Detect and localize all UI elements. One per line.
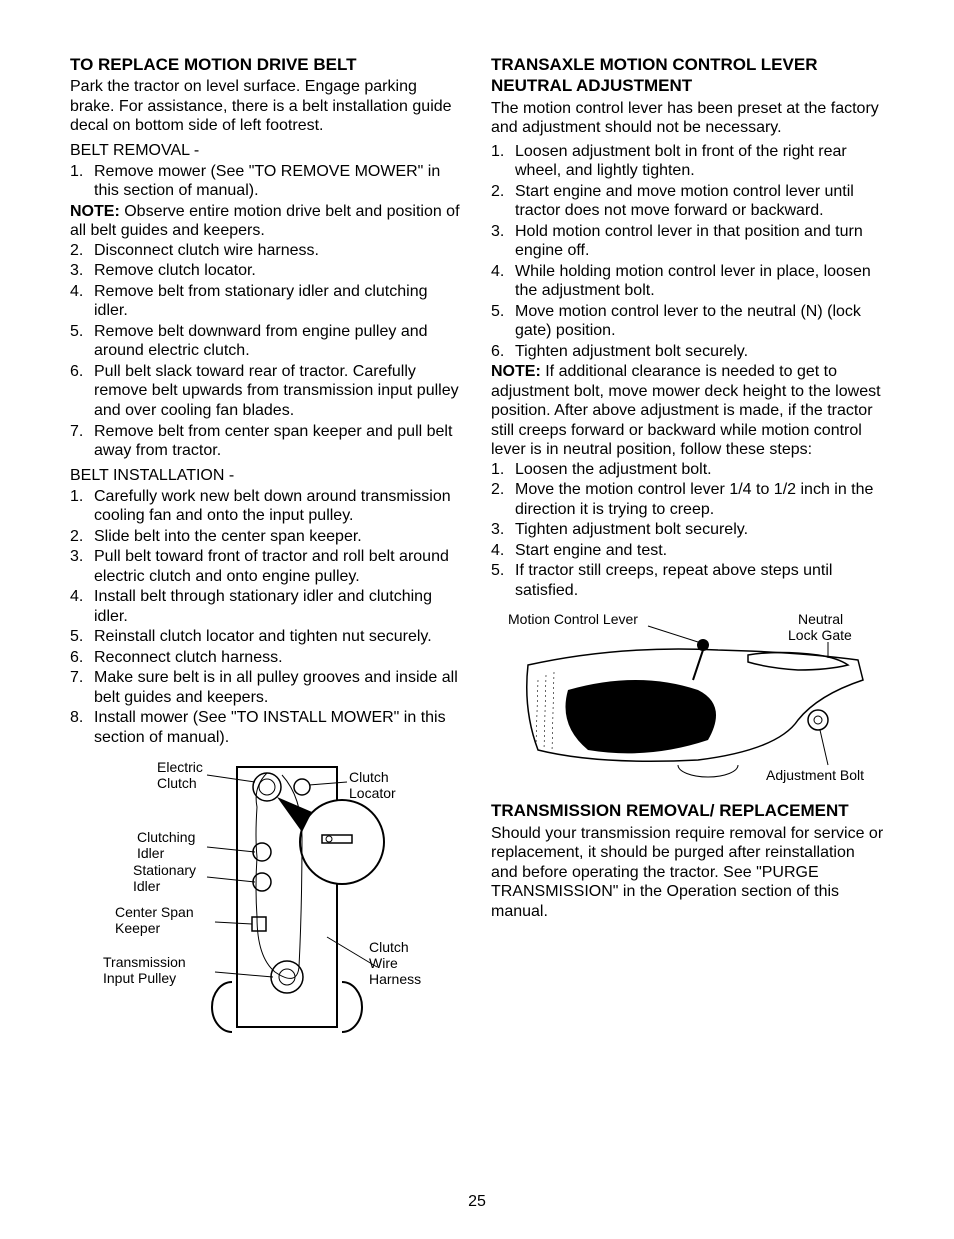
label-neutral-lock-gate: Neutral Lock Gate xyxy=(788,611,852,643)
list-item: 2.Move the motion control lever 1/4 to 1… xyxy=(491,480,884,519)
label-trans-input-pulley: Transmission Input Pulley xyxy=(103,954,190,986)
list-item: 4.Install belt through stationary idler … xyxy=(70,587,463,626)
heading-belt-removal: BELT REMOVAL - xyxy=(70,142,463,160)
heading-belt-install: BELT INSTALLATION - xyxy=(70,467,463,485)
right-column: TRANSAXLE MOTION CONTROL LEVER NEUTRAL A… xyxy=(491,54,884,1037)
list-adjust-primary: 1.Loosen adjustment bolt in front of the… xyxy=(491,142,884,362)
list-belt-removal-cont: 2.Disconnect clutch wire harness. 3.Remo… xyxy=(70,241,463,461)
para-replace-belt: Park the tractor on level surface. Engag… xyxy=(70,77,463,136)
para-transaxle: The motion control lever has been preset… xyxy=(491,99,884,138)
list-belt-removal: 1.Remove mower (See "TO REMOVE MOWER" in… xyxy=(70,162,463,201)
label-clutch-locator: Clutch Locator xyxy=(349,769,396,801)
list-item: 1.Carefully work new belt down around tr… xyxy=(70,487,463,526)
figure-belt-diagram: Electric Clutch Clutching Idler Stationa… xyxy=(70,757,463,1037)
list-item: 3.Hold motion control lever in that posi… xyxy=(491,222,884,261)
note-belt-removal: NOTE: Observe entire motion drive belt a… xyxy=(70,202,463,241)
list-item: 6.Tighten adjustment bolt securely. xyxy=(491,342,884,362)
heading-trans-removal: TRANSMISSION REMOVAL/ REPLACEMENT xyxy=(491,800,884,821)
list-item: 4.Remove belt from stationary idler and … xyxy=(70,282,463,321)
label-electric-clutch: Electric Clutch xyxy=(157,759,207,791)
label-clutch-wire-harness: Clutch Wire Harness xyxy=(369,939,421,987)
list-item: 3.Remove clutch locator. xyxy=(70,261,463,281)
heading-transaxle: TRANSAXLE MOTION CONTROL LEVER NEUTRAL A… xyxy=(491,54,884,97)
heading-replace-belt: TO REPLACE MOTION DRIVE BELT xyxy=(70,54,463,75)
list-item: 2.Slide belt into the center span keeper… xyxy=(70,527,463,547)
list-item: 2.Disconnect clutch wire harness. xyxy=(70,241,463,261)
label-clutching-idler: Clutching Idler xyxy=(137,829,199,861)
list-item: 1.Loosen adjustment bolt in front of the… xyxy=(491,142,884,181)
list-item: 5.Remove belt downward from engine pulle… xyxy=(70,322,463,361)
figure-lever-diagram: Motion Control Lever Neutral Lock Gate xyxy=(491,610,884,790)
para-trans-removal: Should your transmission require removal… xyxy=(491,824,884,922)
list-belt-install: 1.Carefully work new belt down around tr… xyxy=(70,487,463,748)
list-item: 2.Start engine and move motion control l… xyxy=(491,182,884,221)
list-item: 6.Reconnect clutch harness. xyxy=(70,648,463,668)
list-item: 7.Remove belt from center span keeper an… xyxy=(70,422,463,461)
list-item: 1.Remove mower (See "TO REMOVE MOWER" in… xyxy=(70,162,463,201)
label-stationary-idler: Stationary Idler xyxy=(133,862,200,894)
list-item: 7.Make sure belt is in all pulley groove… xyxy=(70,668,463,707)
label-motion-control-lever: Motion Control Lever xyxy=(508,611,638,627)
list-item: 5.Reinstall clutch locator and tighten n… xyxy=(70,627,463,647)
list-item: 3.Tighten adjustment bolt securely. xyxy=(491,520,884,540)
list-item: 5.If tractor still creeps, repeat above … xyxy=(491,561,884,600)
list-item: 8.Install mower (See "TO INSTALL MOWER" … xyxy=(70,708,463,747)
list-item: 5.Move motion control lever to the neutr… xyxy=(491,302,884,341)
label-adjustment-bolt: Adjustment Bolt xyxy=(766,767,864,783)
list-adjust-secondary: 1.Loosen the adjustment bolt. 2.Move the… xyxy=(491,460,884,601)
list-item: 4.While holding motion control lever in … xyxy=(491,262,884,301)
left-column: TO REPLACE MOTION DRIVE BELT Park the tr… xyxy=(70,54,463,1037)
page-number: 25 xyxy=(0,1193,954,1211)
label-center-span-keeper: Center Span Keeper xyxy=(115,904,198,936)
list-item: 6.Pull belt slack toward rear of tractor… xyxy=(70,362,463,421)
list-item: 4.Start engine and test. xyxy=(491,541,884,561)
manual-page: TO REPLACE MOTION DRIVE BELT Park the tr… xyxy=(0,0,954,1077)
list-item: 1.Loosen the adjustment bolt. xyxy=(491,460,884,480)
note-adjust: NOTE: If additional clearance is needed … xyxy=(491,362,884,460)
list-item: 3.Pull belt toward front of tractor and … xyxy=(70,547,463,586)
